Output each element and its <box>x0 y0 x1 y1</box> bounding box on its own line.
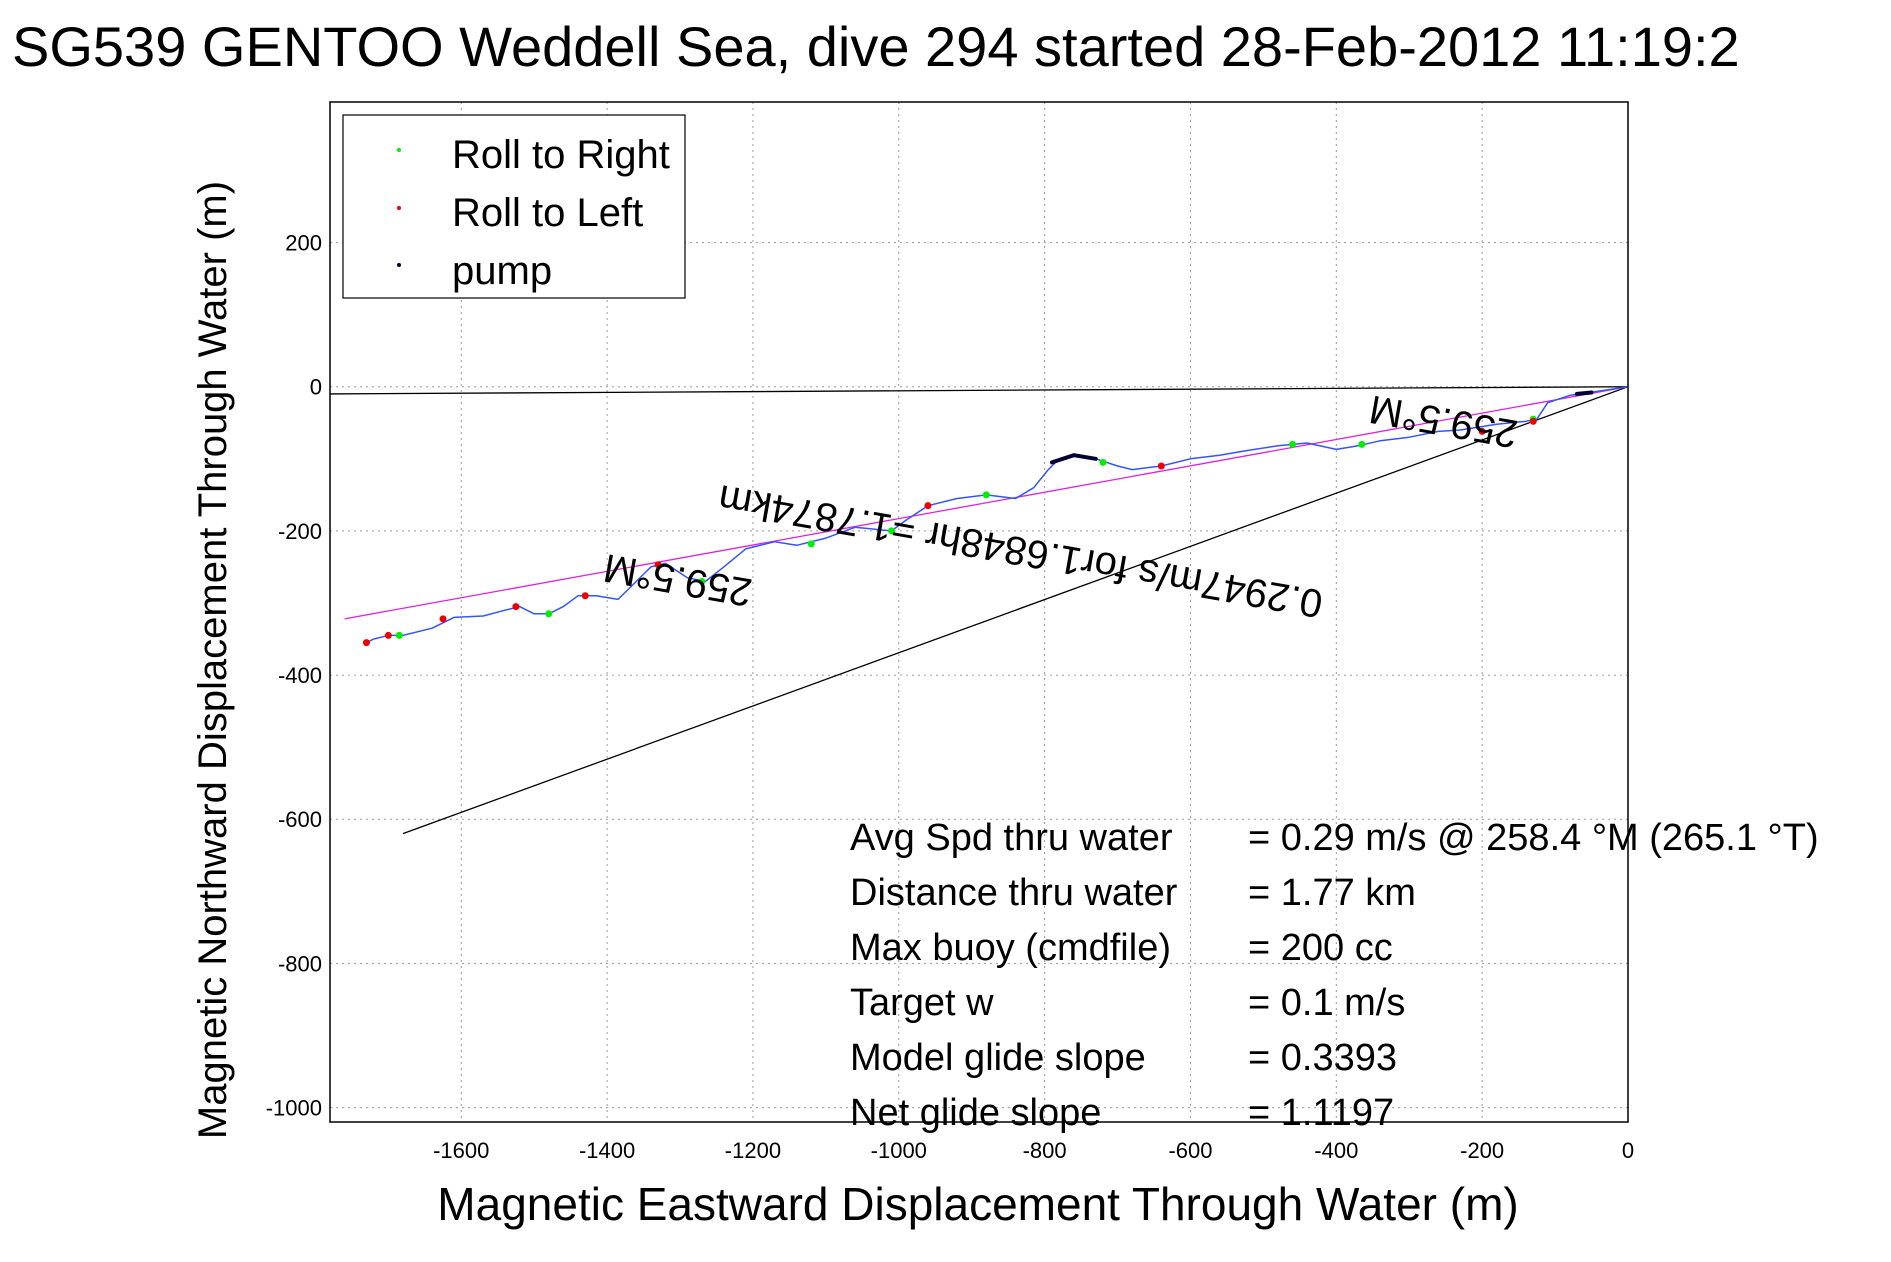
roll-right-marker <box>545 610 553 618</box>
roll-left-marker <box>439 615 447 623</box>
legend-label-pump: pump <box>452 249 552 293</box>
y-tick-label: 200 <box>285 231 322 256</box>
stat-value-target-w: = 0.1 m/s <box>1248 982 1405 1024</box>
roll-right-marker <box>887 527 895 535</box>
heading-line <box>344 386 1628 620</box>
roll-right-marker <box>807 540 815 548</box>
y-tick-label: -1000 <box>266 1096 322 1121</box>
roll-left-marker <box>1157 462 1165 470</box>
stat-value-model-glide: = 0.3393 <box>1248 1037 1397 1079</box>
reference-line <box>402 386 1628 835</box>
legend-swatch-pump <box>397 263 401 267</box>
legend: Roll to Right Roll to Left pump <box>342 114 686 299</box>
roll-left-marker <box>1478 427 1486 435</box>
x-axis-label: Magnetic Eastward Displacement Through W… <box>437 1178 1518 1230</box>
stat-label-max-buoy: Max buoy (cmdfile) <box>850 927 1171 969</box>
marker-layer <box>362 415 1537 647</box>
stat-value-avg-speed: = 0.29 m/s @ 258.4 °M (265.1 °T) <box>1248 817 1819 859</box>
roll-left-marker <box>654 561 662 569</box>
x-tick-label: -1200 <box>725 1138 781 1163</box>
stat-label-distance: Distance thru water <box>850 872 1178 914</box>
stat-label-target-w: Target w <box>850 982 994 1024</box>
stat-value-max-buoy: = 200 cc <box>1248 927 1393 969</box>
roll-right-marker <box>698 577 706 585</box>
plot-frame <box>329 101 1629 1123</box>
axis-ticks: -1600 -1400 -1200 -1000 -800 -600 -400 -200 0 200… <box>266 231 1634 1163</box>
x-tick-label: -800 <box>1023 1138 1067 1163</box>
roll-right-marker <box>1099 458 1107 466</box>
x-tick-label: -600 <box>1168 1138 1212 1163</box>
roll-left-marker <box>1529 417 1537 425</box>
y-tick-label: -800 <box>278 951 322 976</box>
stat-label-avg-speed: Avg Spd thru water <box>850 817 1173 859</box>
roll-left-marker <box>362 639 370 647</box>
stat-label-model-glide: Model glide slope <box>850 1037 1146 1079</box>
roll-right-marker <box>1289 440 1297 448</box>
x-tick-label: -1600 <box>433 1138 489 1163</box>
x-tick-label: -1400 <box>579 1138 635 1163</box>
x-tick-label: -200 <box>1460 1138 1504 1163</box>
reference-line <box>330 386 1628 395</box>
roll-right-marker <box>982 491 990 499</box>
y-tick-label: 0 <box>310 375 322 400</box>
legend-label-roll-left: Roll to Left <box>452 191 643 235</box>
legend-swatch-roll-right <box>397 148 401 152</box>
x-tick-label: -400 <box>1314 1138 1358 1163</box>
reference-lines <box>330 386 1628 835</box>
track-layer <box>366 385 1628 644</box>
stat-value-net-glide: = 1.1197 <box>1248 1092 1394 1134</box>
legend-label-roll-right: Roll to Right <box>452 133 670 177</box>
x-tick-label: -1000 <box>871 1138 927 1163</box>
x-tick-label: 0 <box>1622 1138 1634 1163</box>
y-tick-label: -200 <box>278 519 322 544</box>
roll-left-marker <box>384 631 392 639</box>
grid-lines <box>330 102 1629 1122</box>
y-tick-label: -400 <box>278 663 322 688</box>
y-axis-label: Magnetic Northward Displacement Through … <box>191 181 235 1139</box>
pump-segment <box>1575 390 1594 396</box>
roll-right-marker <box>1358 440 1366 448</box>
dive-stats: Avg Spd thru water = 0.29 m/s @ 258.4 °M… <box>850 817 1819 1134</box>
stat-label-net-glide: Net glide slope <box>850 1092 1101 1134</box>
y-tick-label: -600 <box>278 807 322 832</box>
dive-track-line <box>366 385 1628 644</box>
pump-segment <box>1049 453 1098 465</box>
roll-left-marker <box>924 502 932 510</box>
chart-title: SG539 GENTOO Weddell Sea, dive 294 start… <box>12 15 1740 78</box>
roll-right-marker <box>395 631 403 639</box>
stat-value-distance: = 1.77 km <box>1248 872 1416 914</box>
roll-left-marker <box>581 592 589 600</box>
legend-swatch-roll-left <box>397 206 401 210</box>
roll-left-marker <box>512 603 520 611</box>
